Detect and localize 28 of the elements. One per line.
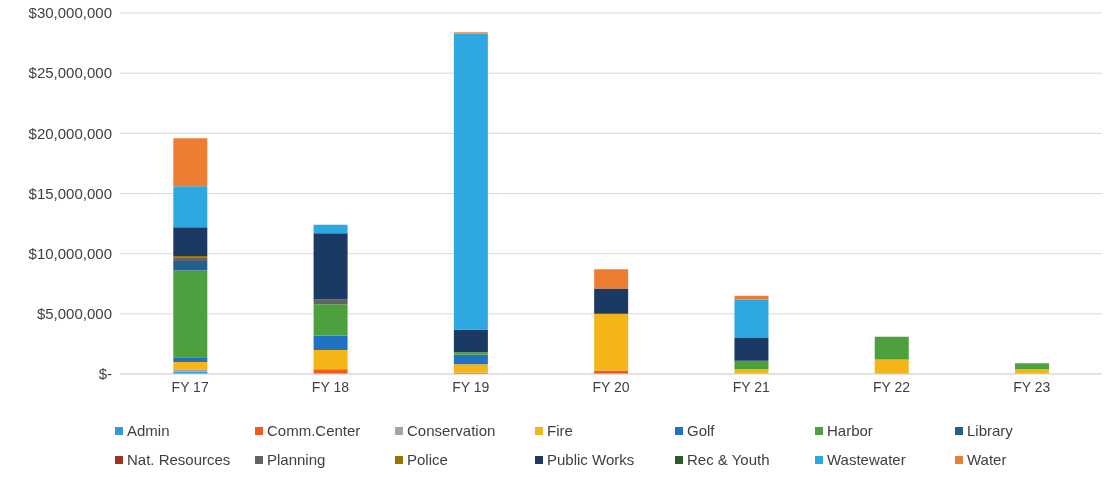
y-tick-label: $25,000,000 <box>28 64 112 82</box>
y-tick-label: $5,000,000 <box>36 305 112 323</box>
legend-label: Golf <box>687 422 715 439</box>
legend-label: Planning <box>267 451 326 468</box>
x-tick-label: FY 20 <box>592 378 630 395</box>
y-tick-label: $10,000,000 <box>28 244 112 262</box>
x-tick-label: FY 19 <box>452 378 490 395</box>
x-tick-label: FY 22 <box>873 378 911 395</box>
x-tick-label: FY 18 <box>311 378 350 395</box>
legend-label: Comm.Center <box>267 422 361 439</box>
legend-label: Admin <box>127 422 170 439</box>
y-tick-label: $30,000,000 <box>28 4 112 22</box>
legend-label: Fire <box>547 422 573 439</box>
legend-label: Wastewater <box>827 451 906 468</box>
x-tick-label: FY 17 <box>171 378 209 395</box>
legend-label: Water <box>967 451 1007 468</box>
x-tick-label: FY 23 <box>1013 378 1051 395</box>
legend-label: Conservation <box>407 422 496 439</box>
y-tick-label: $20,000,000 <box>28 124 112 142</box>
x-tick-label: FY 21 <box>732 378 771 395</box>
y-tick-label: $15,000,000 <box>28 184 112 202</box>
legend-label: Public Works <box>547 451 635 468</box>
legend-label: Nat. Resources <box>127 451 231 468</box>
legend-label: Library <box>967 422 1013 439</box>
legend-label: Harbor <box>827 422 873 439</box>
y-tick-label: $- <box>98 365 112 383</box>
legend-label: Police <box>407 451 448 468</box>
legend-label: Rec & Youth <box>687 451 770 468</box>
